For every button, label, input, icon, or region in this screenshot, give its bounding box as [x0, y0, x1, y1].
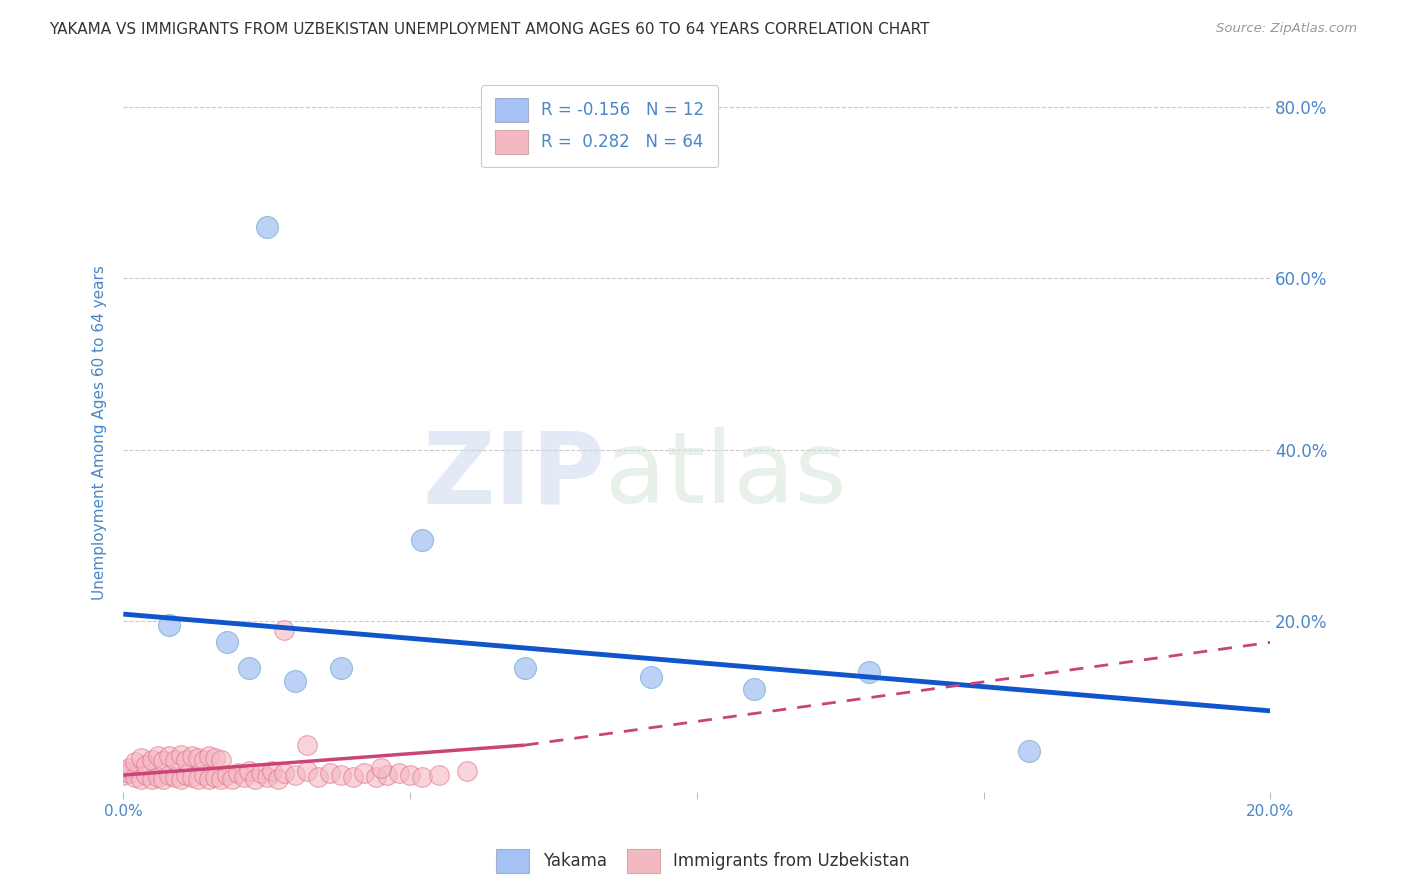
Point	[176, 753, 198, 767]
Point	[124, 770, 146, 784]
Point	[307, 770, 329, 784]
Point	[364, 770, 387, 784]
Point	[284, 768, 307, 782]
Point	[742, 682, 765, 697]
Point	[118, 761, 141, 775]
Point	[273, 623, 295, 637]
Point	[273, 766, 295, 780]
Point	[256, 770, 278, 784]
Point	[157, 768, 180, 782]
Legend: R = -0.156   N = 12, R =  0.282   N = 64: R = -0.156 N = 12, R = 0.282 N = 64	[481, 85, 718, 167]
Point	[141, 772, 163, 787]
Text: atlas: atlas	[605, 427, 846, 524]
Point	[399, 768, 422, 782]
Point	[375, 768, 398, 782]
Point	[169, 747, 191, 762]
Point	[129, 751, 152, 765]
Point	[198, 772, 221, 786]
Point	[295, 738, 318, 752]
Point	[319, 766, 342, 780]
Point	[209, 772, 232, 786]
Point	[226, 766, 249, 780]
Point	[427, 768, 450, 782]
Point	[163, 770, 186, 784]
Point	[513, 661, 536, 675]
Point	[238, 661, 260, 675]
Point	[221, 772, 243, 786]
Point	[157, 618, 180, 632]
Point	[152, 772, 174, 787]
Point	[1018, 744, 1040, 758]
Point	[411, 533, 433, 547]
Y-axis label: Unemployment Among Ages 60 to 64 years: Unemployment Among Ages 60 to 64 years	[93, 265, 107, 600]
Point	[146, 749, 169, 764]
Point	[193, 753, 215, 767]
Point	[146, 770, 169, 784]
Point	[176, 768, 198, 782]
Point	[256, 220, 278, 235]
Point	[163, 753, 186, 767]
Point	[169, 772, 191, 787]
Point	[250, 766, 273, 780]
Point	[232, 770, 254, 784]
Point	[187, 772, 209, 786]
Point	[181, 770, 204, 784]
Point	[124, 756, 146, 770]
Point	[209, 753, 232, 767]
Point	[135, 768, 157, 782]
Point	[238, 764, 260, 778]
Point	[267, 772, 290, 786]
Text: Source: ZipAtlas.com: Source: ZipAtlas.com	[1216, 22, 1357, 36]
Point	[152, 755, 174, 769]
Point	[215, 768, 238, 782]
Text: ZIP: ZIP	[422, 427, 605, 524]
Point	[342, 770, 364, 784]
Point	[112, 764, 135, 778]
Point	[858, 665, 880, 680]
Point	[353, 766, 375, 780]
Point	[387, 766, 409, 780]
Point	[181, 749, 204, 764]
Point	[198, 749, 221, 764]
Point	[204, 751, 226, 765]
Text: YAKAMA VS IMMIGRANTS FROM UZBEKISTAN UNEMPLOYMENT AMONG AGES 60 TO 64 YEARS CORR: YAKAMA VS IMMIGRANTS FROM UZBEKISTAN UNE…	[49, 22, 929, 37]
Point	[193, 768, 215, 782]
Point	[370, 761, 392, 775]
Point	[215, 635, 238, 649]
Point	[112, 768, 135, 782]
Point	[187, 751, 209, 765]
Point	[330, 661, 353, 675]
Point	[330, 768, 353, 782]
Legend: Yakama, Immigrants from Uzbekistan: Yakama, Immigrants from Uzbekistan	[489, 842, 917, 880]
Point	[411, 770, 433, 784]
Point	[640, 670, 662, 684]
Point	[157, 749, 180, 764]
Point	[135, 757, 157, 772]
Point	[204, 770, 226, 784]
Point	[262, 764, 284, 778]
Point	[295, 764, 318, 778]
Point	[129, 772, 152, 787]
Point	[141, 753, 163, 767]
Point	[456, 764, 478, 778]
Point	[118, 766, 141, 780]
Point	[245, 772, 267, 786]
Point	[284, 673, 307, 688]
